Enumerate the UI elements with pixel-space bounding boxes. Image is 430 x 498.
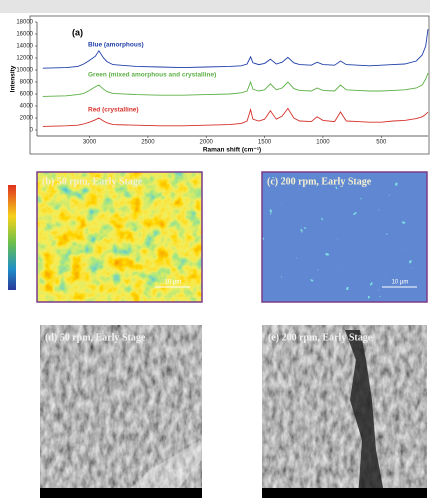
y-tick-label: 6000	[20, 92, 34, 98]
x-tick-label: 3000	[83, 140, 97, 146]
y-tick-label: 2000	[20, 116, 34, 122]
y-tick-label: 0	[30, 128, 34, 134]
scale-bar-label: 10 µm	[392, 280, 409, 286]
x-axis-title: Raman shift (cm⁻¹)	[203, 147, 261, 154]
x-tick-label: 1000	[316, 140, 330, 146]
sem-info-bar	[262, 488, 427, 498]
panel-label: (c) 200 rpm, Early Stage	[267, 176, 372, 187]
y-tick-label: 14000	[16, 44, 33, 50]
x-tick-label: 1500	[258, 140, 272, 146]
x-tick-label: 500	[376, 140, 387, 146]
y-tick-label: 8000	[20, 80, 34, 86]
y-tick-label: 12000	[16, 56, 33, 62]
scale-bar-label: 10 µm	[165, 280, 182, 286]
legend-label: Blue (amorphous)	[88, 42, 144, 49]
chart-title: (a)	[72, 27, 83, 37]
y-tick-label: 18000	[16, 20, 33, 26]
panel-label: (e) 200 rpm, Early Stage	[268, 332, 373, 343]
legend-label: Red (crystalline)	[88, 107, 139, 114]
panel-label: (d) 50 rpm, Early Stage	[45, 332, 146, 343]
y-tick-label: 10000	[16, 68, 33, 74]
chart-frame	[30, 16, 429, 154]
panel-label: (b) 50 rpm, Early Stage	[42, 176, 143, 187]
figure: (a) Intensity Raman shift (cm⁻¹) 0200040…	[0, 0, 430, 498]
legend-label: Green (mixed amorphous and crystalline)	[88, 72, 216, 79]
colorbar	[8, 185, 16, 290]
sem-info-bar	[40, 488, 202, 498]
x-tick-label: 2500	[141, 140, 155, 146]
sem-image-e	[262, 325, 427, 498]
x-tick-label: 2000	[200, 140, 214, 146]
y-tick-label: 4000	[20, 104, 34, 110]
header-strip	[0, 0, 430, 13]
y-tick-label: 16000	[16, 32, 33, 38]
